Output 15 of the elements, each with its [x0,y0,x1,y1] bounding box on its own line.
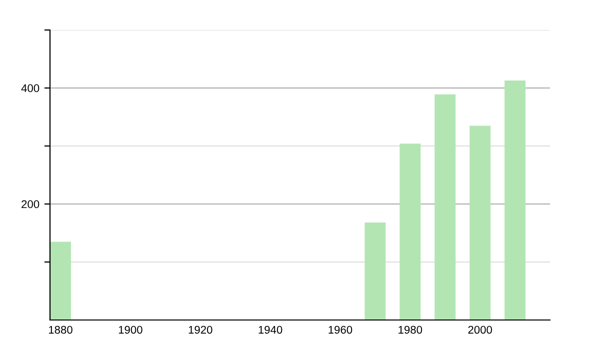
bar [470,126,491,320]
bar [504,80,526,320]
y-tick-label: 400 [21,84,40,92]
bar [400,144,421,320]
x-tick-label: 1940 [258,326,282,334]
x-tick-label: 1880 [48,326,72,334]
x-tick-label: 1920 [188,326,212,334]
bar [50,242,71,320]
x-tick-label: 2000 [468,326,492,334]
x-tick-label: 1980 [398,326,422,334]
bar [364,222,386,320]
x-tick-label: 1960 [328,326,352,334]
bar [434,94,456,320]
y-tick-label: 200 [22,200,40,208]
x-tick-label: 1900 [118,326,142,334]
